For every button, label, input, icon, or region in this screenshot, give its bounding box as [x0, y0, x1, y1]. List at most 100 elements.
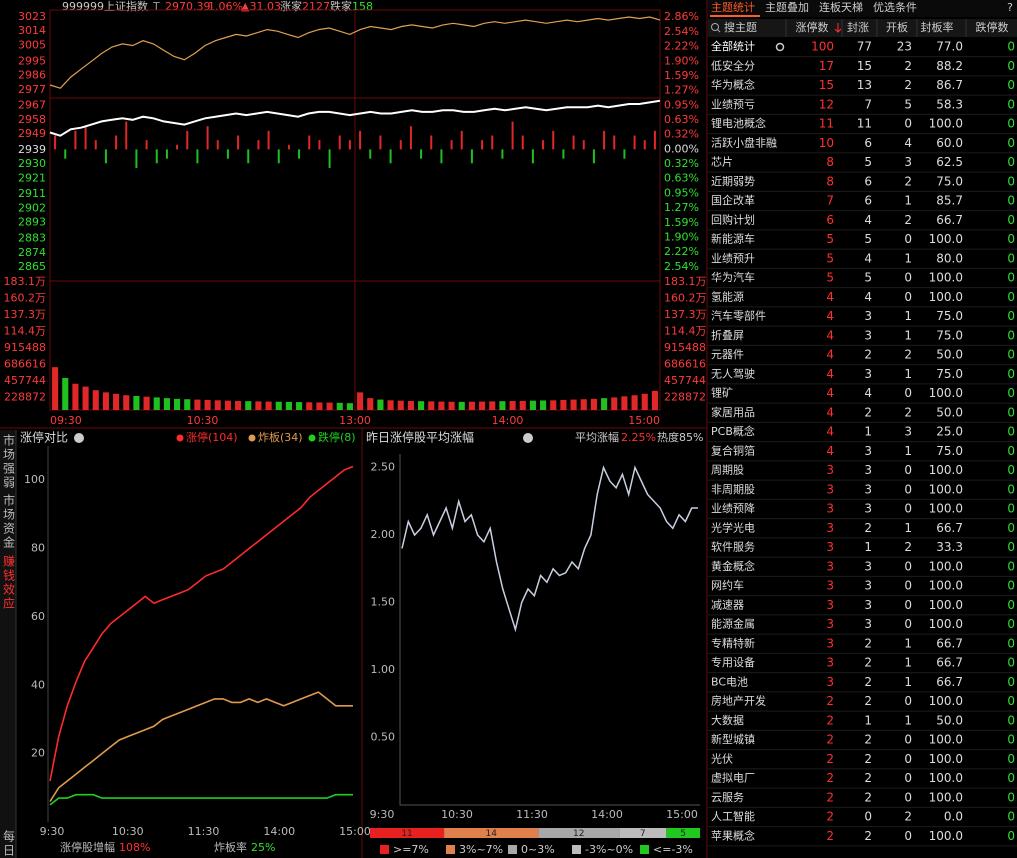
theme-name[interactable]: 软件服务 — [711, 540, 755, 554]
legend-swatch — [572, 845, 581, 854]
theme-name[interactable]: 家居用品 — [711, 405, 755, 419]
theme-name[interactable]: 芯片 — [711, 155, 733, 169]
theme-name[interactable]: 新型城镇 — [711, 732, 755, 746]
theme-name[interactable]: 氢能源 — [711, 289, 744, 303]
volume-bar — [357, 392, 364, 410]
column-header[interactable]: 跌停数 — [976, 20, 1009, 34]
cell: 0 — [904, 598, 912, 612]
side-tab[interactable]: 市场资金 — [2, 493, 16, 550]
theme-name[interactable]: 回购计划 — [711, 212, 755, 226]
breadth-bar — [460, 130, 463, 150]
cell: 0 — [904, 386, 912, 400]
cell: 0 — [1007, 290, 1015, 304]
tab[interactable]: 主题叠加 — [765, 1, 809, 14]
theme-name[interactable]: 低安全分 — [711, 58, 755, 72]
theme-name[interactable]: 业绩预亏 — [711, 98, 755, 111]
cell: 3 — [864, 309, 872, 323]
side-tab[interactable]: 每日 — [2, 829, 16, 858]
theme-name[interactable]: 专用设备 — [711, 655, 755, 669]
theme-name[interactable]: 复合铜箔 — [711, 443, 755, 457]
theme-name[interactable]: 业绩预升 — [711, 252, 755, 265]
theme-name[interactable]: 专精特新 — [711, 636, 755, 650]
side-tab[interactable]: 市场强弱 — [2, 433, 16, 490]
info-icon[interactable] — [523, 433, 533, 443]
volume-bar — [255, 401, 262, 410]
x-tick-label: 11:30 — [516, 808, 548, 821]
tab[interactable]: 主题统计 — [711, 1, 755, 14]
info-icon[interactable] — [74, 433, 84, 443]
sort-arrow[interactable] — [834, 23, 842, 33]
theme-name[interactable]: 大数据 — [711, 713, 744, 727]
theme-name[interactable]: 光伏 — [711, 751, 733, 765]
theme-name[interactable]: 汽车零部件 — [711, 309, 766, 323]
tab[interactable]: 连板天梯 — [819, 0, 863, 14]
search[interactable]: 搜主题 — [724, 20, 757, 34]
theme-name[interactable]: 房地产开发 — [711, 694, 766, 708]
theme-name[interactable]: 华为汽车 — [711, 270, 755, 284]
volume-bar — [102, 392, 109, 410]
cell: 0 — [1007, 559, 1015, 573]
theme-name[interactable]: 国企改革 — [711, 193, 755, 207]
theme-name[interactable]: 黄金概念 — [711, 559, 755, 573]
cell: 100.0 — [929, 733, 963, 747]
theme-name[interactable]: 近期弱势 — [711, 175, 755, 188]
theme-name[interactable]: 华为概念 — [711, 78, 755, 92]
theme-name[interactable]: 虚拟电厂 — [711, 771, 755, 785]
cell: 4 — [826, 367, 834, 381]
cell: 0 — [1007, 482, 1015, 496]
theme-name[interactable]: PCB概念 — [711, 424, 755, 438]
index-name: 上证指数 — [104, 0, 148, 13]
cell: 0 — [904, 694, 912, 708]
theme-name[interactable]: BC电池 — [711, 675, 748, 688]
cell: 3 — [826, 502, 834, 516]
cell: 2 — [826, 752, 834, 766]
theme-name[interactable]: 苹果概念 — [711, 828, 755, 842]
volume-bar — [590, 398, 597, 410]
volume-bar — [580, 399, 587, 410]
theme-name[interactable]: 折叠屏 — [711, 328, 744, 342]
theme-name[interactable]: 非周期股 — [711, 483, 755, 496]
distribution-segment — [444, 828, 539, 838]
theme-name[interactable]: 人工智能 — [711, 809, 755, 823]
cell: 0 — [1007, 694, 1015, 708]
cell: 0 — [1007, 155, 1015, 169]
volume-bar — [296, 402, 303, 410]
search-icon[interactable] — [711, 23, 719, 31]
row-icon[interactable] — [775, 42, 785, 52]
theme-name[interactable]: 减速器 — [711, 598, 744, 611]
theme-name[interactable]: 锂矿 — [711, 386, 733, 400]
column-header[interactable]: 封板率 — [921, 20, 954, 34]
theme-name[interactable]: 活跃小盘非融 — [711, 135, 777, 149]
theme-name[interactable]: 网约车 — [711, 578, 744, 592]
breadth-bar — [115, 135, 118, 150]
breadth-bar — [247, 149, 250, 164]
help[interactable]: ? — [1007, 1, 1013, 14]
cell: 2 — [904, 348, 912, 362]
volume-bar — [174, 398, 181, 410]
cell: 100.0 — [929, 829, 963, 843]
theme-name[interactable]: 新能源车 — [711, 232, 755, 246]
theme-name[interactable]: 无人驾驶 — [711, 366, 755, 380]
y2-tick-label: 137.3万 — [664, 308, 707, 321]
cell: 50.0 — [936, 405, 963, 419]
breadth-bar — [359, 130, 362, 150]
column-header[interactable]: 开板 — [886, 20, 908, 34]
theme-name[interactable]: 全部统计 — [711, 39, 755, 53]
theme-name[interactable]: 云服务 — [711, 791, 744, 804]
cell: 100.0 — [929, 694, 963, 708]
side-tab[interactable]: 赚钱效应 — [2, 554, 16, 611]
legend-dot — [176, 434, 184, 442]
theme-name[interactable]: 锂电池概念 — [711, 116, 766, 130]
breadth-bar — [135, 149, 138, 168]
theme-name[interactable]: 业绩预降 — [711, 501, 755, 515]
theme-name[interactable]: 元器件 — [711, 348, 744, 361]
column-header[interactable]: 封涨 — [847, 20, 869, 34]
theme-name[interactable]: 光学光电 — [711, 520, 755, 534]
column-header[interactable]: 涨停数 — [796, 20, 829, 34]
tab[interactable]: 优选条件 — [873, 0, 917, 14]
x-tick-label: 13:00 — [339, 414, 371, 427]
theme-name[interactable]: 周期股 — [711, 464, 744, 477]
theme-name[interactable]: 能源金属 — [711, 617, 755, 631]
